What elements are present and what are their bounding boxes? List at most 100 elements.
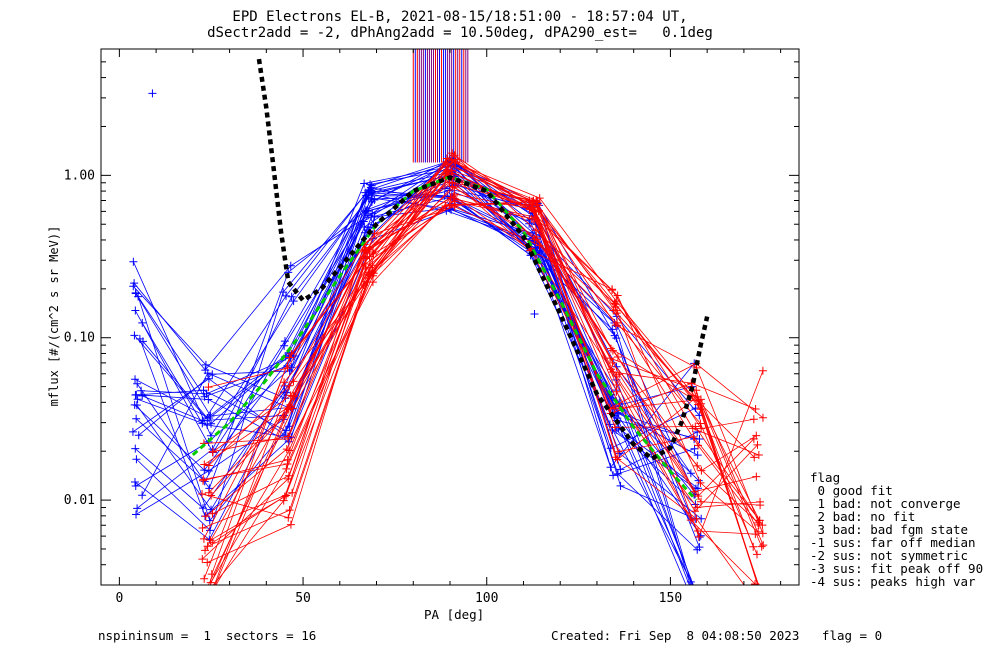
data-point (130, 279, 139, 288)
data-point (208, 447, 217, 456)
data-point (450, 195, 459, 204)
data-point (132, 455, 141, 464)
legend-entry: 2 bad: no fit (810, 509, 916, 524)
legend-entry: 1 bad: not converge (810, 496, 961, 511)
data-point (285, 353, 294, 362)
data-point (751, 530, 760, 539)
sweep-line (135, 165, 696, 495)
data-point (288, 488, 297, 497)
data-point (198, 555, 207, 564)
data-point (128, 427, 137, 436)
data-point (686, 516, 695, 525)
data-point (693, 545, 702, 554)
data-point (360, 247, 369, 256)
data-point (445, 200, 454, 209)
x-tick-label: 100 (475, 591, 498, 606)
sweep-line (203, 201, 763, 540)
data-point (694, 441, 703, 450)
data-point (133, 379, 142, 388)
data-point (609, 471, 618, 480)
data-point (131, 482, 140, 491)
sweep-line (212, 185, 761, 585)
data-point (288, 404, 297, 413)
data-point (696, 478, 705, 487)
data-point (759, 541, 768, 550)
data-point (204, 374, 213, 383)
data-point (693, 451, 702, 460)
sweep-line (134, 195, 687, 585)
data-point (609, 306, 618, 315)
data-point (279, 288, 288, 297)
data-point (138, 318, 147, 327)
data-point (608, 346, 617, 355)
data-point (131, 477, 140, 486)
data-point (360, 179, 369, 188)
data-point (616, 465, 625, 474)
data-point (132, 414, 141, 423)
sweep-line (207, 162, 759, 585)
data-point (613, 352, 622, 361)
data-point (751, 404, 760, 413)
data-point (694, 584, 696, 585)
data-point (201, 546, 210, 555)
sweep-line (134, 171, 696, 454)
data-point (207, 570, 216, 579)
data-point (612, 334, 621, 343)
sweep-line (204, 195, 764, 546)
data-point (758, 413, 767, 422)
data-point (138, 391, 147, 400)
data-point (529, 196, 538, 205)
data-point (198, 594, 206, 602)
y-axis-label: mflux [#/(cm^2 s sr MeV)] (47, 225, 61, 407)
data-point (694, 396, 703, 405)
legend-entry: -1 sus: far off median (810, 535, 976, 550)
data-point (611, 321, 620, 330)
data-point (289, 297, 298, 306)
sweep-line (135, 163, 693, 482)
y-tick-label: 0.10 (64, 331, 95, 346)
sweep-line (212, 163, 756, 585)
data-point (289, 377, 298, 386)
sweep-line (136, 209, 695, 469)
legend-entry: -2 sus: not symmetric (810, 548, 969, 563)
data-point (368, 278, 377, 287)
data-point (279, 412, 288, 421)
y-tick-label: 1.00 (64, 168, 95, 183)
data-point (612, 380, 621, 389)
data-point (688, 424, 697, 433)
data-point (201, 591, 209, 599)
axes-layer: 0 50 100 150 0.01 0.10 1.00 (64, 48, 799, 606)
data-point (204, 461, 213, 470)
data-point (692, 514, 701, 523)
data-point (532, 232, 541, 241)
data-point (608, 368, 617, 377)
data-point (208, 588, 216, 596)
data-point (535, 194, 544, 203)
data-point (131, 444, 140, 453)
data-point (281, 426, 290, 435)
data-point (616, 481, 625, 490)
data-point (200, 574, 209, 583)
data-point (199, 386, 208, 395)
outlier-point (148, 89, 157, 98)
data-point (441, 160, 450, 169)
footer-left: nspininsum = 1 sectors = 16 (98, 628, 317, 643)
data-point (529, 206, 538, 215)
sweep-line (212, 201, 757, 515)
data-point (364, 273, 373, 282)
data-point (131, 289, 140, 298)
data-point (749, 415, 758, 424)
data-point (365, 185, 374, 194)
data-point (754, 450, 763, 459)
data-point (204, 383, 213, 392)
sweep-line (202, 169, 745, 585)
data-point (749, 594, 757, 602)
data-point (138, 337, 147, 346)
data-point (690, 507, 699, 516)
data-point (208, 509, 217, 518)
data-point (198, 523, 207, 532)
data-point (691, 594, 699, 602)
data-point (752, 550, 761, 559)
sweep-line (210, 186, 759, 541)
